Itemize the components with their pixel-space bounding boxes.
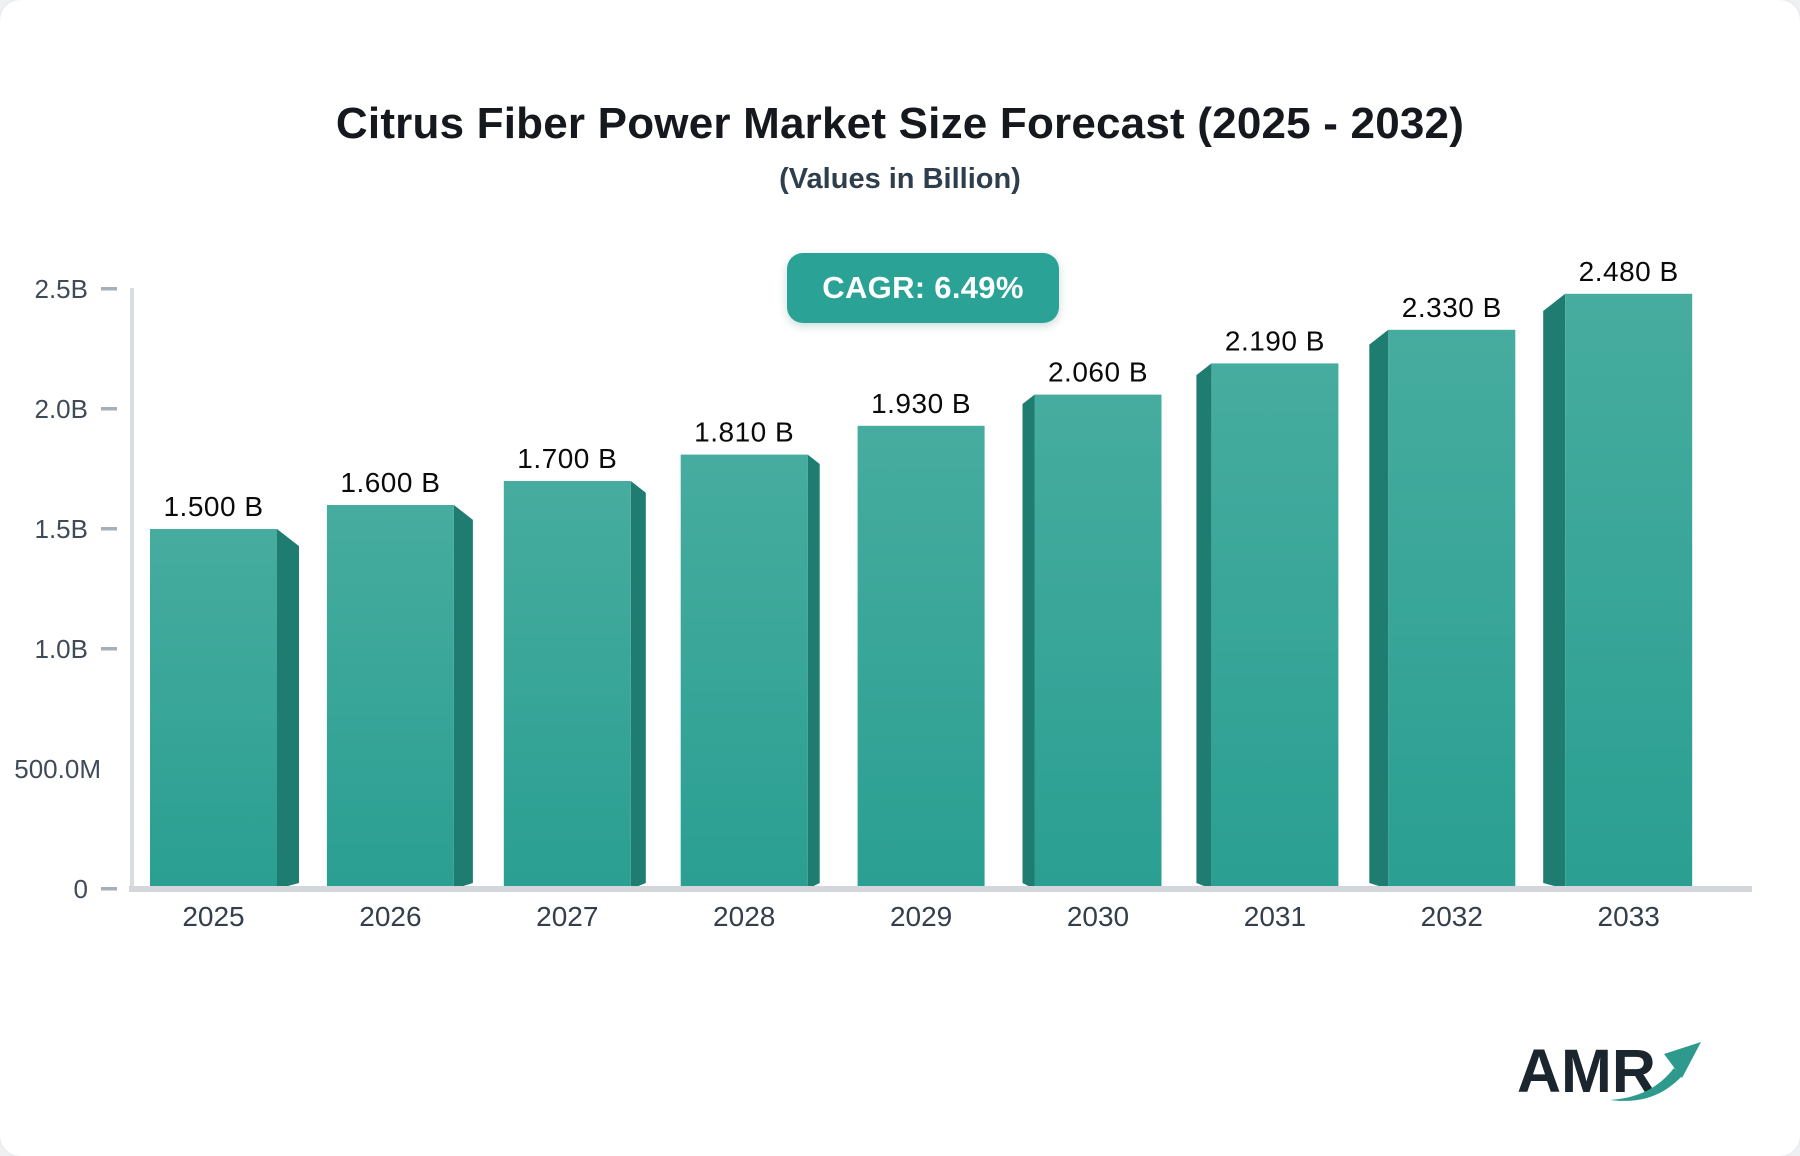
bar-value-label-2033: 2.480 B [1579, 256, 1679, 287]
x-tick-label-2033: 2033 [1598, 901, 1660, 932]
bar-value-label-2032: 2.330 B [1402, 292, 1502, 323]
x-tick-label-2029: 2029 [890, 901, 952, 932]
bar-2033 [1565, 293, 1693, 889]
bar-side-2032 [1369, 329, 1389, 889]
chart-header: Citrus Fiber Power Market Size Forecast … [0, 99, 1800, 196]
bar-side-2030 [1022, 394, 1035, 889]
x-tick-label-2031: 2031 [1244, 901, 1306, 932]
y-tick-label-1.5B: 1.5B [35, 514, 89, 544]
bar-side-2026 [453, 505, 473, 889]
bar-side-2031 [1196, 363, 1212, 889]
bar-side-2028 [807, 454, 820, 889]
logo-arrowhead-icon [1664, 1042, 1701, 1078]
chart-subtitle: (Values in Billion) [779, 163, 1021, 196]
y-tick-dash-2.5B [101, 287, 117, 291]
bar-side-2033 [1543, 293, 1566, 889]
bar-side-2025 [277, 529, 299, 889]
x-tick-label-2026: 2026 [359, 901, 421, 932]
x-tick-label-2027: 2027 [536, 901, 598, 932]
y-tick-label-2.0B: 2.0B [35, 394, 89, 424]
bar-2026 [326, 505, 454, 889]
chart-title: Citrus Fiber Power Market Size Forecast … [335, 99, 1465, 148]
bar-value-label-2025: 1.500 B [163, 491, 263, 522]
bar-value-label-2029: 1.930 B [871, 388, 971, 419]
y-tick-dash-0 [101, 887, 117, 891]
x-tick-label-2032: 2032 [1421, 901, 1483, 932]
bar-value-label-2028: 1.810 B [694, 417, 794, 448]
bar-value-label-2030: 2.060 B [1048, 357, 1148, 388]
bar-2030 [1034, 394, 1162, 889]
y-tick-dash-2.0B [101, 407, 117, 411]
bar-2028 [680, 454, 808, 889]
y-tick-dash-1.5B [101, 527, 117, 531]
logo-arrow-swoosh-icon [1610, 1068, 1682, 1101]
x-tick-label-2025: 2025 [182, 901, 244, 932]
cagr-badge: CAGR: 6.49% [787, 253, 1059, 323]
amr-logo: AMR [1517, 1037, 1701, 1105]
y-axis-line [130, 288, 134, 889]
bar-value-label-2031: 2.190 B [1225, 325, 1325, 356]
bar-2027 [503, 481, 631, 889]
bar-value-label-2026: 1.600 B [340, 467, 440, 498]
y-tick-label-2.5B: 2.5B [35, 274, 89, 304]
y-tick-dash-1.0B [101, 647, 117, 651]
bar-2029 [857, 425, 985, 889]
bar-value-label-2027: 1.700 B [517, 443, 617, 474]
y-tick-label-500.0M: 500.0M [14, 754, 101, 784]
x-axis-line [129, 886, 1752, 892]
x-tick-label-2028: 2028 [713, 901, 775, 932]
bar-side-2027 [630, 481, 646, 889]
bar-2032 [1388, 329, 1516, 889]
y-tick-label-1.0B: 1.0B [35, 634, 89, 664]
logo-text: AMR [1517, 1037, 1656, 1105]
bar-2031 [1211, 363, 1339, 889]
bar-2025 [150, 529, 277, 889]
x-tick-label-2030: 2030 [1067, 901, 1129, 932]
y-tick-label-0: 0 [74, 874, 88, 904]
